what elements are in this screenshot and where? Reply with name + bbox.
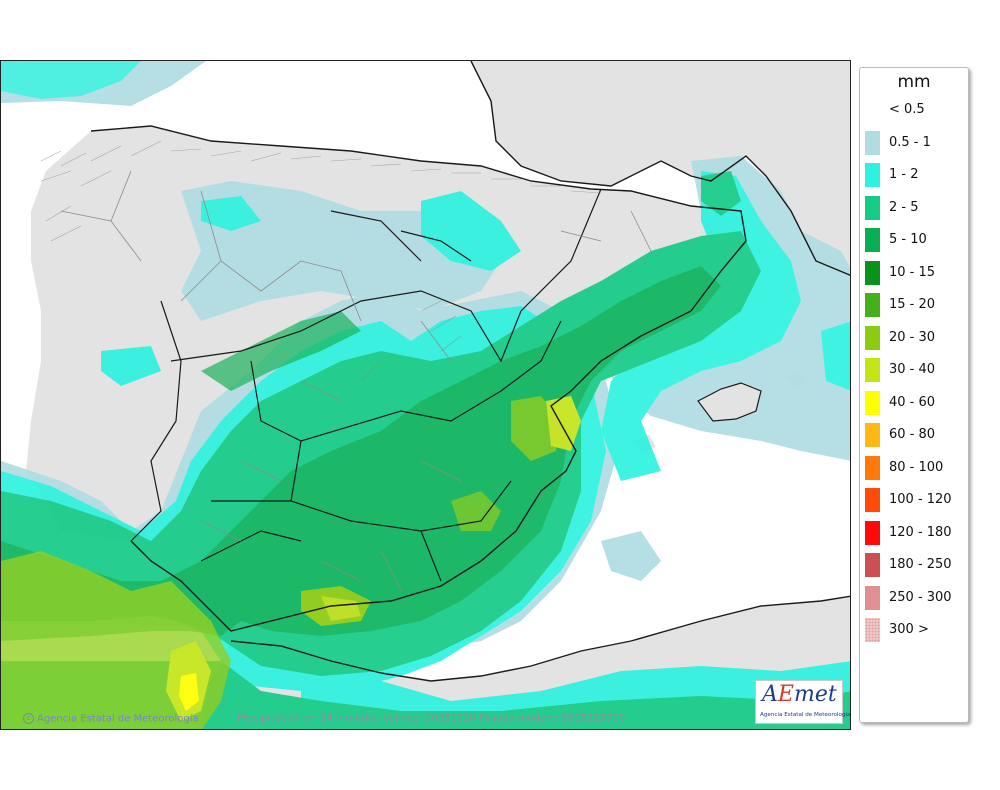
legend-item: 60 - 80 xyxy=(865,423,969,447)
legend-swatch xyxy=(865,488,880,512)
admin-borders xyxy=(60,61,850,682)
legend-label: 300 > xyxy=(889,622,929,637)
aemet-logo-subtitle: Agencia Estatal de Meteorología xyxy=(760,712,851,718)
legend-swatch xyxy=(865,228,880,252)
legend-swatch xyxy=(865,195,880,220)
map-canvas xyxy=(1,61,850,729)
france-land xyxy=(471,61,850,276)
legend-unit: mm xyxy=(897,72,931,92)
legend-label: 2 - 5 xyxy=(889,199,919,215)
legend-item: 100 - 120 xyxy=(865,488,969,512)
legend-label: 80 - 100 xyxy=(889,459,944,475)
copyright-icon: c xyxy=(23,713,34,724)
agency-credit: c Agencia Estatal de Meteorología xyxy=(23,713,199,725)
legend-label: 15 - 20 xyxy=(889,297,936,312)
legend-swatch xyxy=(865,293,880,317)
legend-label: 40 - 60 xyxy=(889,394,936,410)
legend-label: 10 - 15 xyxy=(889,264,936,280)
legend-swatch xyxy=(865,98,880,122)
legend-label: 1 - 2 xyxy=(889,167,919,182)
legend-swatch xyxy=(865,358,880,382)
relief-shading xyxy=(40,140,602,352)
legend-item: < 0.5 xyxy=(865,98,969,122)
legend-label: 180 - 250 xyxy=(889,557,952,572)
legend-item: 180 - 250 xyxy=(865,553,969,577)
legend-label: 20 - 30 xyxy=(889,329,936,345)
legend-item: 0.5 - 1 xyxy=(865,130,969,155)
legend-swatch xyxy=(865,553,880,577)
legend-label: 120 - 180 xyxy=(889,524,952,540)
legend-swatch xyxy=(865,455,880,480)
legend-label: 0.5 - 1 xyxy=(889,134,931,150)
legend-swatch xyxy=(865,163,880,187)
precipitation-map: c Agencia Estatal de Meteorología Precipi… xyxy=(0,60,851,730)
legend-swatch xyxy=(865,585,880,610)
legend-swatch xyxy=(865,130,880,155)
legend-label: < 0.5 xyxy=(889,102,925,117)
legend-item: 250 - 300 xyxy=(865,585,969,610)
legend-swatch xyxy=(865,260,880,285)
precipitation-legend: mm < 0.5 0.5 - 1 1 - 2 2 - 5 5 - 10 10 - 15 15… xyxy=(859,67,969,723)
legend-item: 80 - 100 xyxy=(865,455,969,480)
legend-item: 30 - 40 xyxy=(865,358,969,382)
legend-item: 120 - 180 xyxy=(865,520,969,545)
legend-item: 1 - 2 xyxy=(865,163,969,187)
legend-item: 10 - 15 xyxy=(865,260,969,285)
legend-swatch xyxy=(865,325,880,350)
legend-label: 100 - 120 xyxy=(889,492,952,507)
legend-swatch xyxy=(865,618,880,642)
map-caption: Precipitación en 24 h media. Validez: 20… xyxy=(237,713,626,724)
legend-item: 5 - 10 xyxy=(865,228,969,252)
legend-label: 5 - 10 xyxy=(889,232,927,247)
legend-item: 2 - 5 xyxy=(865,195,969,220)
legend-swatch xyxy=(865,390,880,415)
legend-item: 15 - 20 xyxy=(865,293,969,317)
legend-label: 60 - 80 xyxy=(889,427,936,442)
legend-item: 300 > xyxy=(865,618,969,642)
legend-item: 40 - 60 xyxy=(865,390,969,415)
aemet-logo: AEmet Agencia Estatal de Meteorología xyxy=(755,680,850,724)
credit-text: Agencia Estatal de Meteorología xyxy=(37,713,199,725)
legend-swatch xyxy=(865,423,880,447)
aemet-logo-mark: AEmet xyxy=(762,682,837,707)
legend-item: 20 - 30 xyxy=(865,325,969,350)
legend-label: 30 - 40 xyxy=(889,362,936,377)
legend-swatch xyxy=(865,520,880,545)
legend-label: 250 - 300 xyxy=(889,589,952,605)
